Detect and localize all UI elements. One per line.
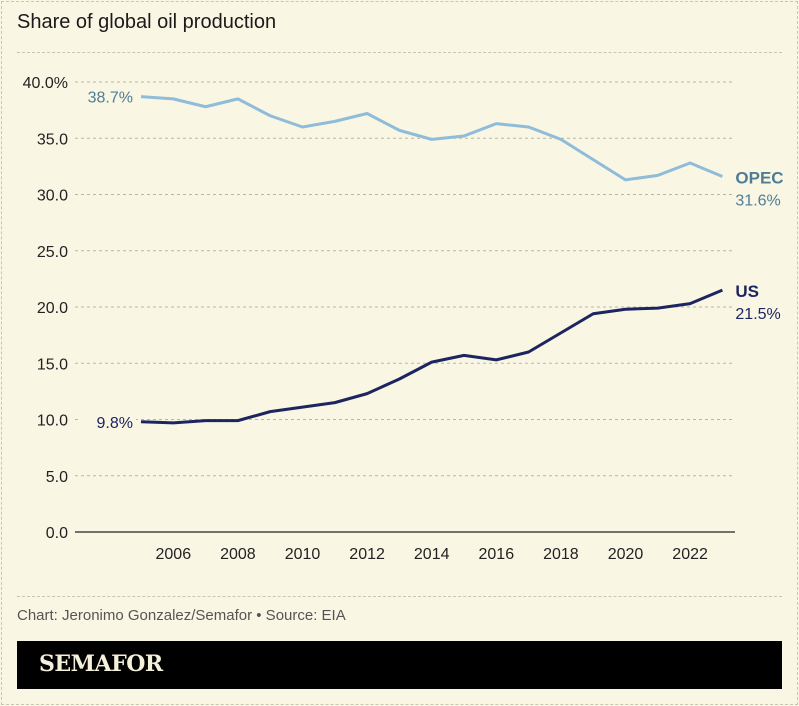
- semafor-logo-bar: SEMAFOR: [17, 641, 782, 689]
- y-tick-label: 40.0%: [23, 75, 68, 92]
- chart-title: Share of global oil production: [17, 11, 277, 33]
- start-value-label: 9.8%: [97, 415, 133, 432]
- x-tick-label: 2016: [479, 546, 515, 563]
- y-tick-label: 25.0: [37, 244, 68, 261]
- y-tick-label: 35.0: [37, 131, 68, 148]
- start-value-label: 38.7%: [88, 90, 133, 107]
- start-label-bg: [80, 410, 136, 433]
- x-tick-label: 2012: [349, 546, 385, 563]
- series-name-label: OPEC: [735, 169, 783, 188]
- series-name-label: US: [735, 282, 759, 301]
- x-tick-label: 2006: [156, 546, 192, 563]
- x-tick-label: 2014: [414, 546, 450, 563]
- end-value-label: 21.5%: [735, 306, 780, 323]
- divider: [17, 52, 782, 53]
- x-tick-label: 2008: [220, 546, 256, 563]
- y-tick-label: 0.0: [46, 525, 68, 542]
- end-value-label: 31.6%: [735, 193, 780, 210]
- y-tick-label: 10.0: [37, 413, 68, 430]
- series-line-us: [140, 288, 723, 425]
- y-tick-label: 15.0: [37, 356, 68, 373]
- y-tick-label: 30.0: [37, 188, 68, 205]
- semafor-logo: SEMAFOR: [39, 651, 163, 677]
- x-tick-label: 2010: [285, 546, 321, 563]
- y-tick-label: 5.0: [46, 469, 68, 486]
- x-tick-label: 2022: [672, 546, 708, 563]
- y-tick-label: 20.0: [37, 300, 68, 317]
- start-label-bg: [80, 85, 136, 108]
- divider: [17, 596, 782, 597]
- x-tick-label: 2020: [608, 546, 644, 563]
- chart-credit: Chart: Jeronimo Gonzalez/Semafor • Sourc…: [17, 607, 346, 624]
- x-tick-label: 2018: [543, 546, 579, 563]
